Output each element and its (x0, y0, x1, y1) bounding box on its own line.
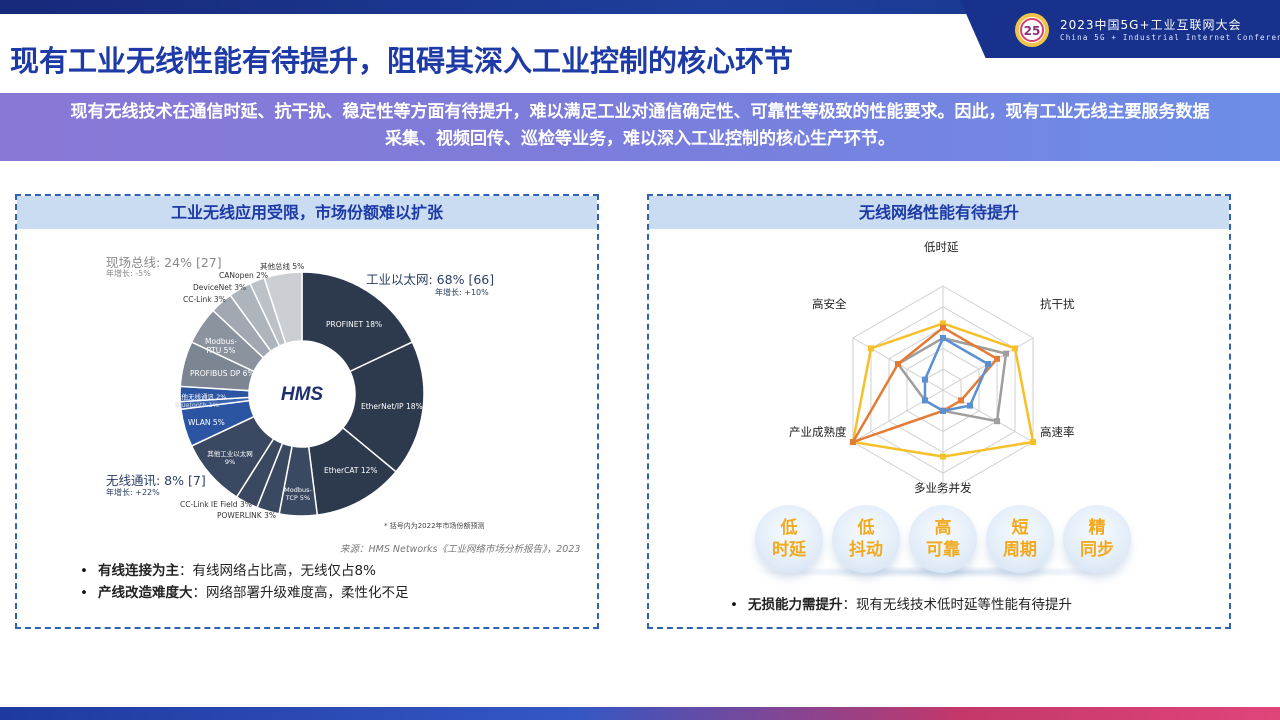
bullet-bold: 无损能力需提升 (748, 597, 843, 613)
conference-subtitle: China 5G + Industrial Internet Conferenc… (1060, 33, 1280, 42)
radar-point (849, 439, 856, 445)
donut-center (250, 342, 354, 446)
page-title: 现有工业无线性能有待提升，阻碍其深入工业控制的核心环节 (10, 44, 794, 78)
fieldbus-group-title: 现场总线: 24% [27] (106, 255, 222, 270)
bullet-item: 有线连接为主：有线网络占比高，无线仅占8% (80, 560, 409, 582)
radar-point (940, 324, 946, 331)
radar-point (1030, 439, 1037, 445)
radar-point (1012, 345, 1019, 352)
radar-axis-low-latency: 低时延 (924, 240, 959, 254)
radar-axis-industry-maturity: 产业成熟度 (789, 425, 847, 439)
conference-header-band (960, 0, 1280, 58)
left-bullet-list: 有线连接为主：有线网络占比高，无线仅占8% 产线改造难度大：网络部署升级难度高，… (80, 560, 409, 604)
ethernet-group-title: 工业以太网: 68% [66] (366, 272, 495, 287)
bullet-text: ：现有无线技术低时延等性能有待提升 (842, 597, 1073, 613)
segment-label-canopen: CANopen 2% (219, 271, 268, 280)
radar-point (985, 361, 992, 367)
wireless-group-growth: 年增长: +22% (106, 488, 160, 497)
radar-point (940, 335, 946, 341)
segment-label-cc-link: CC-Link 3% (183, 295, 226, 304)
wireless-group-title: 无线通讯: 8% [7] (106, 473, 206, 488)
radar-axis-high-rate: 高速率 (1040, 425, 1075, 439)
radar-axis-anti-interference: 抗干扰 (1040, 297, 1075, 311)
donut-slice (263, 271, 303, 345)
radar-point (940, 407, 946, 414)
segment-label-cc-link-ie-field: CC-Link IE Field 3% (180, 500, 252, 509)
fieldbus-group-growth: 年增长: -5% (106, 269, 151, 278)
ethernet-group-growth: 年增长: +10% (435, 288, 489, 297)
feature-bubble-low-latency: 低时延 (755, 505, 823, 573)
radar-spoke (942, 389, 1034, 443)
bullet-text: ：网络部署升级难度高，柔性化不足 (192, 585, 409, 601)
chart-footnote: * 括号内为2022年市场份额预测 (384, 522, 485, 530)
donut-slice (341, 341, 425, 473)
radar-spoke (852, 389, 944, 443)
radar-axis-multi-service: 多业务并发 (914, 481, 972, 495)
bullet-item: 产线改造难度大：网络部署升级难度高，柔性化不足 (80, 582, 409, 604)
bullet-item: 无损能力需提升：现有无线技术低时延等性能有待提升 (730, 594, 1072, 616)
bottom-color-bar (0, 707, 1280, 720)
top-color-bar (0, 0, 1280, 14)
segment-label-modbus-rtu: Modbus-RTU 5% (205, 337, 237, 355)
segment-label-other-ethernet: 其他工业以太网 9% (207, 450, 253, 466)
radar-point (1003, 350, 1010, 357)
segment-label-powerlink: POWERLINK 3% (217, 511, 276, 520)
segment-label-profinet: PROFINET 18% (326, 320, 383, 329)
segment-label-other-fieldbus: 其他总线 5% (260, 262, 305, 271)
market-share-panel-header: 工业无线应用受限，市场份额难以扩张 (17, 196, 597, 229)
segment-label-ethernet-ip: EtherNet/IP 18% (361, 402, 423, 411)
radar-point (958, 397, 965, 404)
segment-label-devicenet: DeviceNet 3% (193, 283, 247, 292)
segment-label-profibus-dp: PROFIBUS DP 6% (190, 369, 255, 378)
radar-point (994, 418, 1001, 425)
segment-label-bluetooth: Bluetooth 1% (175, 401, 219, 409)
conference-logo-icon: 25 (1015, 13, 1049, 47)
conference-title: 2023中国5G+工业互联网大会 (1060, 18, 1242, 32)
radar-point (940, 453, 946, 460)
hms-logo-text: HMS (281, 384, 324, 405)
bullet-bold: 产线改造难度大 (98, 585, 193, 601)
segment-label-ethercat: EtherCAT 12% (324, 466, 378, 475)
feature-bubble-short-cycle: 短周期 (986, 505, 1054, 573)
banner-line-1: 现有无线技术在通信时延、抗干扰、稳定性等方面有待提升，难以满足工业对通信确定性、… (70, 102, 1210, 122)
conference-logo-text: 25 (1024, 24, 1041, 38)
donut-slice (301, 271, 414, 373)
summary-banner (0, 93, 1280, 161)
right-bullet-list: 无损能力需提升：现有无线技术低时延等性能有待提升 (730, 594, 1072, 616)
radar-point (994, 355, 1001, 362)
chart-source: 来源：HMS Networks《工业网络市场分析报告》，2023 (340, 544, 581, 555)
radar-point (967, 402, 974, 409)
segment-label-other-wireless: 其他无线通讯 2% (175, 393, 227, 401)
radar-point (921, 397, 928, 404)
radar-point (940, 320, 946, 327)
wireless-performance-panel-header: 无线网络性能有待提升 (649, 196, 1229, 229)
radar-point (867, 345, 874, 352)
segment-label-modbus-tcp: Modbus-TCP 5% (284, 486, 312, 502)
radar-axis-high-security: 高安全 (812, 297, 847, 311)
feature-bubble-precise-sync: 精同步 (1063, 505, 1131, 573)
radar-point (921, 376, 928, 383)
radar-point (894, 361, 901, 367)
summary-banner-text: 现有无线技术在通信时延、抗干扰、稳定性等方面有待提升，难以满足工业对通信确定性、… (10, 99, 1270, 153)
segment-label-wlan: WLAN 5% (188, 418, 225, 427)
feature-bubble-low-jitter: 低抖动 (832, 505, 900, 573)
bullet-bold: 有线连接为主 (98, 563, 179, 579)
bullet-text: ：有线网络占比高，无线仅占8% (179, 563, 376, 579)
banner-line-2: 采集、视频回传、巡检等业务，难以深入工业控制的核心生产环节。 (385, 129, 895, 149)
feature-bubble-high-reliability: 高可靠 (909, 505, 977, 573)
